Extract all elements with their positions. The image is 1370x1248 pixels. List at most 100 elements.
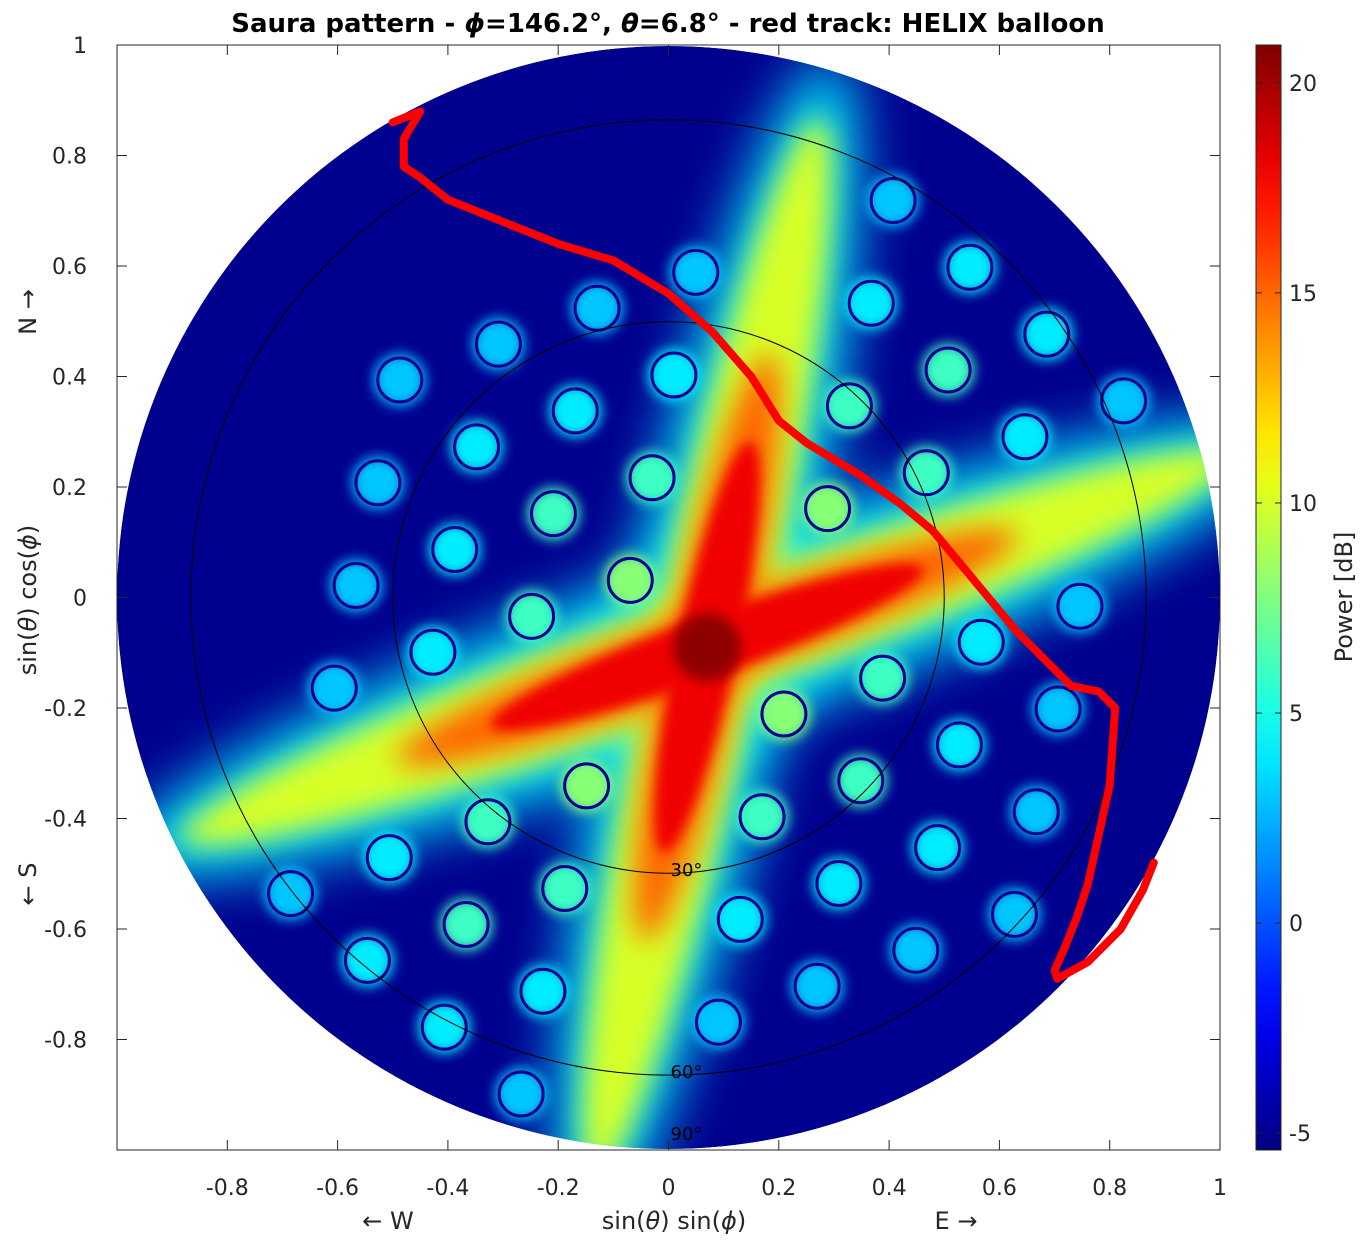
side-lobe (351, 456, 404, 509)
side-lobe (757, 688, 810, 741)
zenith-ring-label: 60° (671, 1062, 703, 1083)
lobe-null-ring (804, 485, 852, 533)
side-lobe (1020, 308, 1073, 361)
x-tick-label: -0.4 (426, 1176, 469, 1201)
colorbar-tick-label: 20 (1289, 72, 1317, 97)
lobe-null-ring (497, 1070, 545, 1118)
side-lobe (472, 318, 525, 371)
x-tick-label: 1 (1213, 1176, 1227, 1201)
lobe-null-ring (1001, 413, 1049, 461)
lobe-null-ring (409, 628, 457, 676)
side-lobe (604, 554, 657, 607)
side-lobe (856, 652, 909, 705)
side-lobe (363, 831, 416, 884)
side-lobe (418, 1001, 471, 1054)
side-lobe (812, 857, 865, 910)
lobe-null-ring (376, 356, 424, 404)
zenith-ring-label: 90° (671, 1124, 703, 1145)
side-lobe (571, 282, 624, 335)
lobe-null-ring (837, 757, 885, 805)
side-lobe (450, 420, 503, 473)
side-lobe (527, 487, 580, 540)
side-lobe (406, 626, 459, 679)
x-tick-label: 0.2 (761, 1176, 796, 1201)
lobe-null-ring (1034, 685, 1082, 733)
lobe-null-ring (343, 936, 391, 984)
side-lobe (955, 616, 1008, 669)
lobe-null-ring (474, 320, 522, 368)
lobe-null-ring (267, 870, 315, 918)
x-tick-label: 0.4 (872, 1176, 907, 1201)
lobe-null-ring (519, 967, 567, 1015)
side-lobe (549, 384, 602, 437)
colorbar-tick-label: 5 (1289, 702, 1303, 727)
colorbar (1255, 44, 1282, 1151)
lobe-null-ring (1056, 582, 1104, 630)
side-lobe (308, 662, 361, 715)
side-lobe (626, 451, 679, 504)
side-lobe (714, 893, 767, 946)
colorbar-tick-label: 15 (1289, 282, 1317, 307)
east-label: E → (935, 1207, 978, 1235)
side-lobe (823, 379, 876, 432)
west-label: ← W (362, 1207, 413, 1235)
lobe-null-ring (508, 592, 556, 640)
lobe-null-ring (606, 556, 654, 604)
side-lobe (428, 523, 481, 576)
lobe-null-ring (354, 459, 402, 507)
side-lobe (1053, 580, 1106, 633)
lobe-null-ring (365, 834, 413, 882)
colorbar-tick-label: 10 (1289, 492, 1317, 517)
x-tick-label: -0.2 (537, 1176, 580, 1201)
zenith-ring (190, 119, 1147, 1076)
lobe-null-ring (431, 526, 479, 574)
lobe-null-ring (793, 962, 841, 1010)
lobe-null-ring (847, 279, 895, 327)
side-lobe (791, 960, 844, 1013)
lobe-null-ring (332, 561, 380, 609)
side-lobe (440, 898, 493, 951)
lobe-null-ring (551, 387, 599, 435)
y-tick-label: 0.2 (52, 476, 87, 501)
lobe-null-ring (892, 926, 940, 974)
lobe-null-ring (672, 248, 720, 296)
lobe-null-ring (442, 900, 490, 948)
y-tick-label: -0.6 (44, 918, 87, 943)
side-lobe (998, 410, 1051, 463)
side-lobe (1097, 374, 1150, 427)
y-axis-label: sin(θ) cos(ϕ) (14, 525, 42, 675)
side-lobe (516, 965, 569, 1018)
lobe-null-ring (902, 449, 950, 497)
side-lobe (647, 349, 700, 402)
side-lobe (264, 867, 317, 920)
pattern-peak (673, 613, 742, 682)
side-lobe (988, 888, 1041, 941)
lobe-null-ring (990, 890, 1038, 938)
y-tick-label: 0.4 (52, 366, 87, 391)
chart-title: Saura pattern - ϕ=146.2°, θ=6.8° - red t… (231, 9, 1105, 39)
side-lobe (834, 754, 887, 807)
y-axis-ticks: 1 0.8 0.6 0.4 0.2 0 -0.2 -0.4 -0.6 -0.8 (44, 34, 1220, 1054)
x-tick-label: -0.6 (316, 1176, 359, 1201)
lobe-null-ring (1023, 310, 1071, 358)
south-label: ← S (14, 863, 42, 906)
x-axis-ticks: -0.8 -0.6 -0.4 -0.2 0 0.2 0.4 0.6 0.8 1 (206, 45, 1227, 1201)
y-tick-label: 0.8 (52, 145, 87, 170)
side-lobe (373, 354, 426, 407)
lobe-null-ring (310, 664, 358, 712)
lobe-null-ring (694, 998, 742, 1046)
y-tick-label: -0.2 (44, 697, 87, 722)
balloon-track-line (388, 107, 1158, 983)
lobe-null-ring (738, 793, 786, 841)
side-lobe (341, 934, 394, 987)
lobe-null-ring (760, 690, 808, 738)
colorbar-tick-label: 0 (1289, 912, 1303, 937)
lobe-null-ring (650, 351, 698, 399)
side-lobe (560, 759, 613, 812)
y-tick-label: -0.4 (44, 808, 87, 833)
lobe-null-ring (914, 824, 962, 872)
lobe-null-ring (935, 721, 983, 769)
side-lobe (495, 1067, 548, 1120)
lobe-null-ring (529, 490, 577, 538)
